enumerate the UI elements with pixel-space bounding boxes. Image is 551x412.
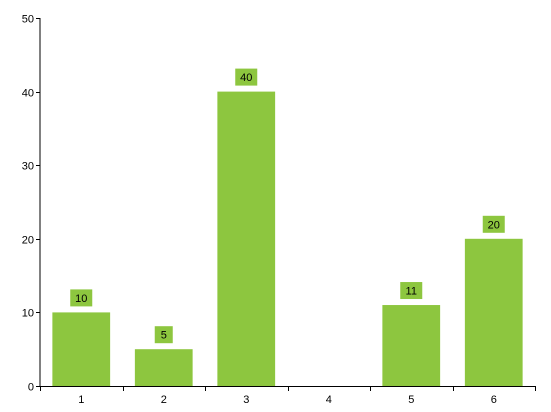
y-tick-label-0: 0 bbox=[28, 382, 34, 394]
bars-group bbox=[52, 91, 523, 386]
bar-2 bbox=[134, 349, 193, 386]
data-label-box-3 bbox=[235, 68, 258, 86]
y-tick-label-30: 30 bbox=[22, 161, 34, 173]
data-label-box-6 bbox=[482, 215, 505, 233]
data-label-box-1 bbox=[70, 289, 93, 307]
bar-6 bbox=[464, 238, 523, 386]
x-tick-label-5: 5 bbox=[408, 394, 414, 406]
data-label-1: 10 bbox=[75, 293, 87, 305]
x-tick-label-1: 1 bbox=[78, 394, 84, 406]
x-tick-label-3: 3 bbox=[243, 394, 249, 406]
y-tick-label-50: 50 bbox=[22, 14, 34, 26]
y-tick-label-40: 40 bbox=[22, 88, 34, 100]
x-tick-label-4: 4 bbox=[326, 394, 332, 406]
data-label-3: 40 bbox=[240, 72, 252, 84]
bar-5 bbox=[382, 305, 441, 386]
bar-3 bbox=[217, 91, 276, 386]
data-label-6: 20 bbox=[488, 219, 500, 231]
x-tick-label-6: 6 bbox=[491, 394, 497, 406]
y-tick-label-10: 10 bbox=[22, 308, 34, 320]
bar-1 bbox=[52, 312, 111, 386]
data-label-2: 5 bbox=[161, 330, 167, 342]
data-label-box-5 bbox=[400, 282, 423, 300]
data-labels-group: 10 5 40 11 20 bbox=[70, 68, 505, 344]
x-tick-label-2: 2 bbox=[161, 394, 167, 406]
y-tick-label-20: 20 bbox=[22, 235, 34, 247]
data-label-5: 11 bbox=[406, 286, 417, 298]
data-label-box-2 bbox=[154, 326, 173, 344]
axes-group: 0 10 20 30 40 50 1 2 3 4 5 6 bbox=[22, 14, 536, 406]
